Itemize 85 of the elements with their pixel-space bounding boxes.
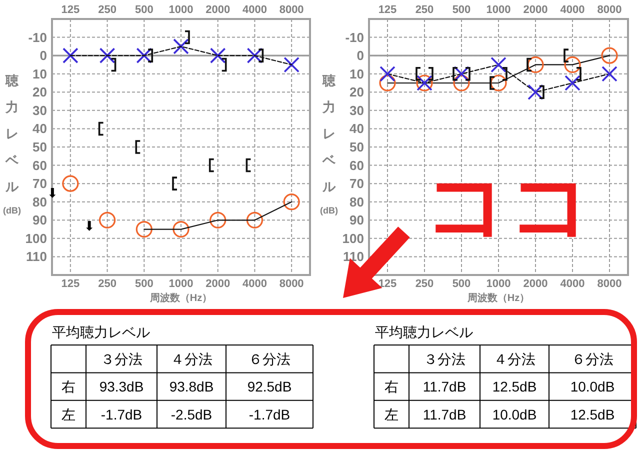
text: 平均聴力レベル bbox=[52, 324, 150, 340]
y-tick-label: 40 bbox=[350, 121, 364, 136]
category-label: 1000 bbox=[486, 278, 511, 290]
y-tick-label: 10 bbox=[350, 66, 364, 82]
x-tick-label: 2000 bbox=[206, 4, 230, 16]
category-label: 2000 bbox=[523, 278, 548, 290]
text: -2.5dB bbox=[170, 406, 212, 422]
y-tick-label: -10 bbox=[28, 30, 47, 45]
x-tick-label: 4000 bbox=[242, 4, 267, 16]
y-tick-label: 0 bbox=[356, 48, 364, 64]
text: 92.5dB bbox=[247, 378, 292, 395]
y-tick-label: 20 bbox=[32, 84, 47, 100]
category-label: ４分法 bbox=[494, 350, 536, 367]
x-tick-label: 8000 bbox=[279, 4, 304, 16]
text: 93.3dB bbox=[99, 378, 144, 395]
x-tick-label: 1000 bbox=[486, 4, 511, 16]
y-tick-label: 80 bbox=[350, 194, 364, 210]
y-tick-label: 60 bbox=[32, 158, 47, 173]
text: 93.8dB bbox=[169, 378, 214, 395]
category-label: 125 bbox=[61, 278, 80, 290]
text: 12.5dB bbox=[570, 406, 615, 422]
category-label: 500 bbox=[134, 278, 154, 290]
x-tick-label: 2000 bbox=[523, 4, 548, 16]
y-tick-label: 70 bbox=[350, 176, 364, 192]
y-tick-label: 20 bbox=[350, 84, 364, 100]
x-tick-label: 125 bbox=[61, 4, 80, 16]
ylabel: 聴力レベル(dB) bbox=[3, 73, 21, 216]
text: 11.7dB bbox=[422, 378, 466, 395]
x-tick-label: 250 bbox=[98, 4, 116, 16]
text: -1.7dB bbox=[100, 406, 142, 422]
category-label: 125 bbox=[378, 278, 397, 290]
x-tick-label: 8000 bbox=[597, 4, 622, 16]
y-tick-label: 80 bbox=[32, 194, 47, 210]
category-label: 右 bbox=[62, 378, 76, 395]
category-label: ４分法 bbox=[170, 350, 212, 367]
category-label: 250 bbox=[415, 278, 434, 290]
y-tick-label: 30 bbox=[32, 102, 47, 118]
y-tick-label: 100 bbox=[25, 230, 47, 246]
x-tick-label: 1000 bbox=[168, 4, 194, 16]
text: 10.0dB bbox=[492, 406, 537, 422]
annotation: ⬇ bbox=[46, 186, 58, 201]
annotation: ⬇ bbox=[84, 218, 95, 234]
y-tick-label: 110 bbox=[26, 249, 47, 264]
category-label: 左 bbox=[62, 406, 76, 422]
annotation: ココ bbox=[424, 160, 592, 251]
text: 10.0dB bbox=[570, 378, 615, 395]
category-label: 左 bbox=[384, 406, 398, 422]
y-tick-label: 90 bbox=[32, 212, 47, 228]
category-label: 右 bbox=[384, 378, 398, 395]
y-tick-label: -10 bbox=[345, 30, 364, 45]
y-tick-label: 100 bbox=[342, 230, 364, 246]
category-label: 8000 bbox=[597, 278, 622, 290]
x-tick-label: 500 bbox=[452, 4, 471, 16]
category-label: 4000 bbox=[242, 278, 267, 290]
y-tick-label: 40 bbox=[32, 121, 47, 136]
y-tick-label: 90 bbox=[350, 212, 364, 228]
x-tick-label: 125 bbox=[378, 4, 397, 16]
y-tick-label: 30 bbox=[350, 102, 364, 118]
x-tick-label: 500 bbox=[134, 4, 154, 16]
ylabel: 聴力レベル(dB) bbox=[320, 73, 338, 216]
y-tick-label: 50 bbox=[32, 140, 47, 154]
category-label: ３分法 bbox=[424, 350, 466, 367]
y-tick-label: 70 bbox=[32, 176, 47, 192]
category-label: ３分法 bbox=[100, 350, 142, 367]
x-tick-label: 4000 bbox=[560, 4, 585, 16]
x-axis-title: 周波数（Hz） bbox=[466, 292, 530, 304]
text: -1.7dB bbox=[248, 406, 290, 422]
category-label: 4000 bbox=[560, 278, 585, 290]
y-tick-label: 110 bbox=[343, 249, 364, 264]
category-label: 2000 bbox=[206, 278, 230, 290]
category-label: 250 bbox=[98, 278, 116, 290]
y-tick-label: 50 bbox=[350, 140, 364, 154]
category-label: ６分法 bbox=[248, 350, 290, 367]
category-label: 500 bbox=[452, 278, 471, 290]
text: 11.7dB bbox=[422, 406, 466, 422]
text: 12.5dB bbox=[492, 378, 537, 395]
text: 平均聴力レベル bbox=[375, 324, 473, 340]
category-label: ６分法 bbox=[572, 350, 614, 367]
category-label: 8000 bbox=[279, 278, 304, 290]
category-label: 1000 bbox=[168, 278, 194, 290]
x-tick-label: 250 bbox=[415, 4, 434, 16]
y-tick-label: 0 bbox=[40, 48, 47, 64]
y-tick-label: 10 bbox=[32, 66, 47, 82]
y-tick-label: 60 bbox=[350, 158, 364, 173]
x-axis-title: 周波数（Hz） bbox=[148, 292, 212, 304]
